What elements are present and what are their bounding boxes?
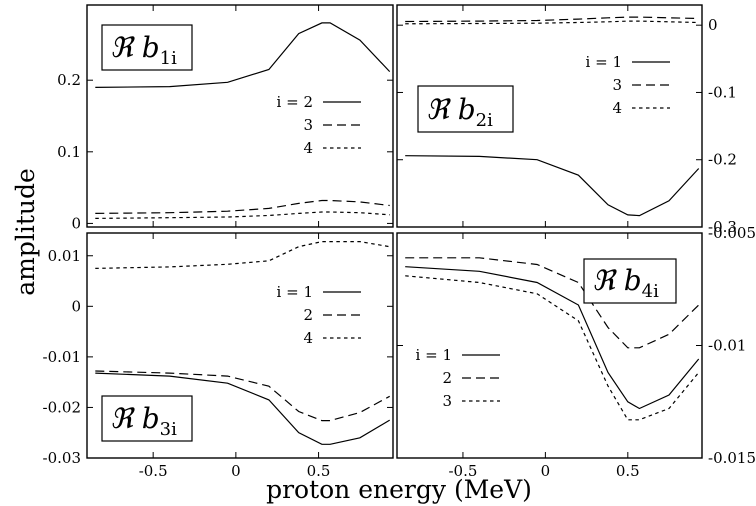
panel-bottom-left-ytick-label: 0 [71, 297, 81, 315]
panel-top-left-legend-label: i = 2 [277, 93, 313, 111]
panel-bottom-left-xtick-label: 0 [231, 462, 241, 480]
panel-bottom-left-xtick-label: 0.5 [307, 462, 331, 480]
panel-bottom-right-series-3 [405, 275, 700, 421]
panel-bottom-right-ytick-label: -0.01 [708, 337, 746, 355]
panel-top-left-series-1 [95, 22, 391, 88]
panel-bottom-right-xtick-label: -0.5 [448, 462, 477, 480]
panel-bottom-right-legend-label: 3 [442, 392, 452, 410]
panel-top-right-legend-label: i = 1 [586, 53, 622, 71]
panel-bottom-left-frame [86, 232, 394, 459]
panel-top-right-series-1 [405, 155, 700, 217]
panel-bottom-left-series-3 [95, 241, 390, 269]
panel-top-left-series-3 [95, 211, 390, 219]
panel-bottom-left-legend-label: 2 [303, 306, 313, 324]
panel-bottom-left-legend-label: i = 1 [277, 283, 313, 301]
panel-bottom-left-title-box [101, 395, 193, 442]
panel-bottom-right-series-2 [405, 257, 700, 349]
panel-top-left-title-box [101, 24, 193, 71]
panel-bottom-left: 0.01 0 -0.01 -0.02 -0.03 -0.5 0 0.5 i = 1 2 4 ℜ b3i [43, 232, 394, 480]
panel-top-left-title: ℜ b1i [110, 31, 177, 69]
panel-bottom-right-legend-label: 2 [442, 369, 452, 387]
panel-bottom-right-ytick-label: -0.005 [708, 224, 756, 242]
panel-top-right-legend-label: 3 [612, 76, 622, 94]
panel-bottom-right-title: ℜ b4i [592, 264, 659, 302]
panel-bottom-left-xtick-label: -0.5 [139, 462, 168, 480]
panel-top-left-legend-label: 3 [303, 116, 313, 134]
panel-top-left-ytick-label: 0.1 [57, 143, 81, 161]
panel-bottom-left-title: ℜ b3i [110, 402, 177, 440]
panel-bottom-left-ytick-label: -0.02 [43, 398, 81, 416]
panel-bottom-right-ytick-label: -0.015 [708, 449, 756, 467]
panel-top-right-ytick-label: -0.2 [708, 151, 737, 169]
panel-bottom-left-legend-label: 4 [303, 329, 313, 347]
panel-bottom-right-title-box [583, 258, 677, 304]
panel-bottom-left-ytick-label: 0.01 [48, 247, 81, 265]
panel-top-right-ytick-label: -0.3 [708, 218, 737, 236]
panel-top-right-series-3 [405, 20, 699, 25]
panel-bottom-right-series-1 [405, 266, 700, 410]
panel-bottom-left-series-1 [95, 372, 391, 445]
panel-bottom-right: -0.005 -0.01 -0.015 -0.5 0 0.5 i = 1 2 3 ℜ b4i [396, 224, 756, 480]
x-axis-title: proton energy (MeV) [266, 475, 532, 504]
panel-top-right-series-2 [405, 16, 699, 23]
panel-top-right: 0 -0.1 -0.2 -0.3 i = 1 3 4 ℜ b2i [396, 4, 737, 236]
panel-bottom-right-xtick-label: 0.5 [616, 462, 640, 480]
panel-top-left: 0 0.1 0.2 i = 2 3 4 ℜ b1i [57, 4, 394, 232]
panel-bottom-left-series-2 [95, 370, 390, 422]
panel-bottom-right-legend-label: i = 1 [416, 346, 452, 364]
panel-top-right-title: ℜ b2i [426, 93, 493, 131]
panel-top-left-series-2 [95, 199, 390, 214]
panel-top-left-ytick-label: 0.2 [57, 71, 81, 89]
panel-bottom-left-ytick-label: -0.03 [43, 449, 81, 467]
panel-top-right-ytick-label: 0 [708, 16, 718, 34]
y-axis-title: amplitude [11, 168, 40, 296]
panel-bottom-left-ytick-label: -0.01 [43, 348, 81, 366]
panel-top-left-legend-label: 4 [303, 139, 313, 157]
panel-top-right-legend-label: 4 [612, 99, 622, 117]
panel-top-left-frame [86, 4, 394, 228]
panel-top-right-title-box [417, 85, 514, 133]
panel-top-left-ytick-label: 0 [71, 214, 81, 232]
panel-bottom-right-xtick-label: 0 [541, 462, 551, 480]
panel-top-right-ytick-label: -0.1 [708, 83, 737, 101]
panel-top-right-frame [396, 4, 703, 228]
